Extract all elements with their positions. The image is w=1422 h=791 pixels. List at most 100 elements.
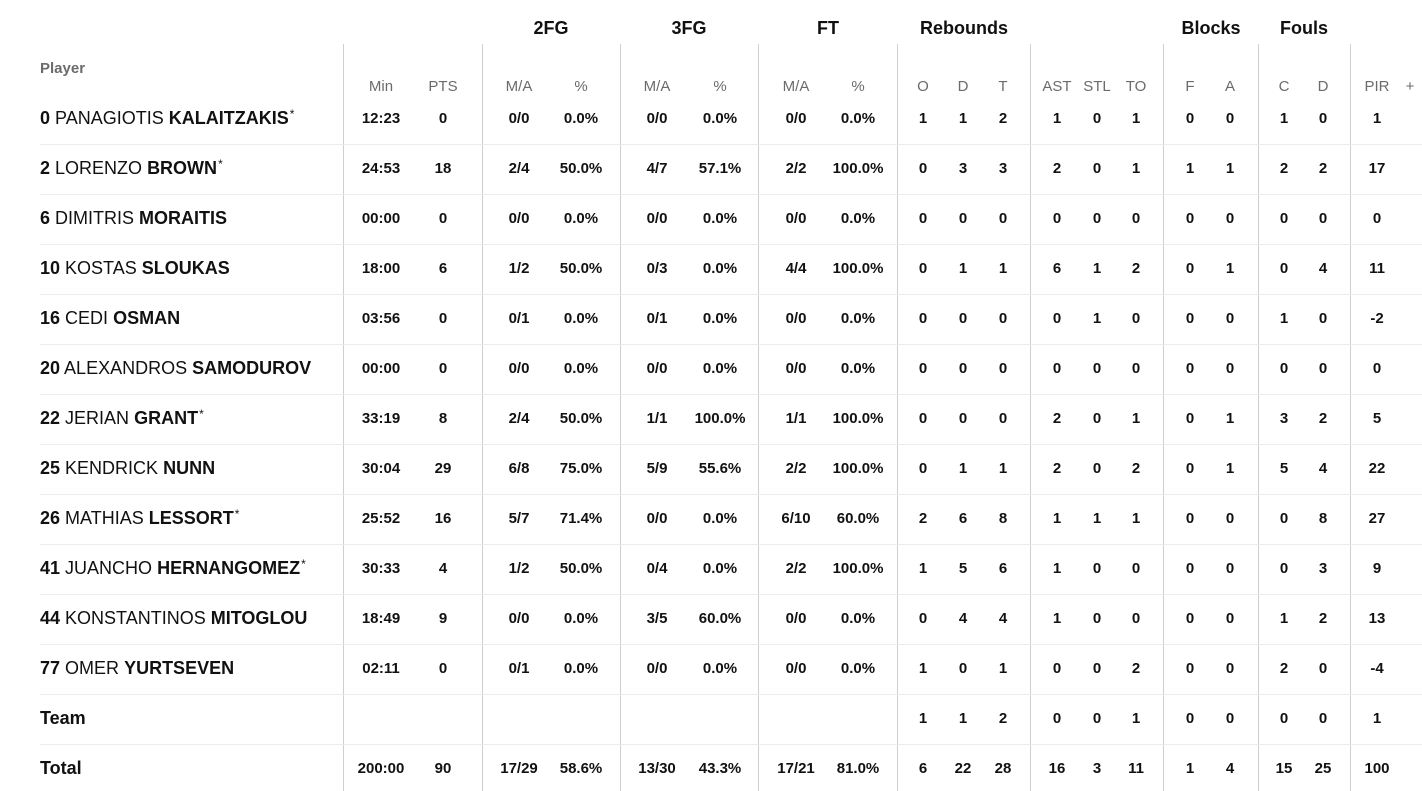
- stat-cell: 0: [1318, 360, 1328, 377]
- stat-cell: 100.0%: [694, 410, 746, 427]
- player-name[interactable]: 20 ALEXANDROS SAMODUROV: [40, 358, 311, 379]
- column-header[interactable]: +: [1405, 78, 1415, 95]
- player-number: 77: [40, 658, 61, 678]
- column-header[interactable]: D: [1317, 78, 1329, 95]
- row-divider: [40, 644, 1422, 645]
- player-name[interactable]: 10 KOSTAS SLOUKAS: [40, 258, 230, 279]
- column-header[interactable]: T: [998, 78, 1008, 95]
- row-divider: [40, 244, 1422, 245]
- stat-cell: 2: [1131, 460, 1141, 477]
- player-number: 41: [40, 558, 61, 578]
- player-name[interactable]: 2 LORENZO BROWN*: [40, 157, 223, 179]
- column-header[interactable]: M/A: [782, 78, 810, 95]
- column-header[interactable]: O: [917, 78, 929, 95]
- stat-cell: 0/0: [646, 210, 668, 227]
- stat-cell: 0: [1225, 660, 1235, 677]
- column-header[interactable]: M/A: [505, 78, 533, 95]
- player-last-name: SLOUKAS: [141, 258, 230, 278]
- stat-cell: 2: [1131, 660, 1141, 677]
- total-stat-cell: 1: [1185, 760, 1195, 777]
- player-name[interactable]: 44 KONSTANTINOS MITOGLOU: [40, 608, 307, 629]
- player-last-name: KALAITZAKIS: [168, 108, 289, 128]
- stat-cell: 0: [1318, 310, 1328, 327]
- starter-marker: *: [199, 407, 204, 421]
- stat-cell: 2: [1052, 160, 1062, 177]
- column-header[interactable]: C: [1278, 78, 1290, 95]
- player-first-name: LORENZO: [55, 158, 143, 178]
- stat-cell: 0/1: [508, 310, 530, 327]
- stat-cell: 0: [438, 210, 448, 227]
- player-last-name: YURTSEVEN: [124, 658, 235, 678]
- player-first-name: JERIAN: [65, 408, 130, 428]
- stat-cell: 1: [1279, 110, 1289, 127]
- player-name[interactable]: 22 JERIAN GRANT*: [40, 407, 204, 429]
- column-header[interactable]: A: [1224, 78, 1236, 95]
- stat-cell: 1: [918, 660, 928, 677]
- stat-cell: 1: [918, 110, 928, 127]
- stat-cell: 1: [958, 110, 968, 127]
- player-name[interactable]: 25 KENDRICK NUNN: [40, 458, 215, 479]
- stat-cell: 12:23: [361, 110, 401, 127]
- column-header[interactable]: PIR: [1364, 78, 1390, 95]
- column-divider: [482, 44, 483, 791]
- column-header[interactable]: TO: [1125, 78, 1147, 95]
- total-stat-cell: 13/30: [638, 760, 676, 777]
- column-header[interactable]: M/A: [643, 78, 671, 95]
- stat-cell: 00:00: [361, 360, 401, 377]
- stat-cell: 0.0%: [840, 660, 876, 677]
- total-stat-cell: 28: [994, 760, 1012, 777]
- player-last-name: HERNANGOMEZ: [157, 558, 301, 578]
- stat-cell: 0.0%: [840, 610, 876, 627]
- column-header[interactable]: F: [1185, 78, 1195, 95]
- total-stat-cell: 58.6%: [559, 760, 603, 777]
- player-name[interactable]: 0 PANAGIOTIS KALAITZAKIS*: [40, 107, 295, 129]
- player-last-name: MITOGLOU: [210, 608, 308, 628]
- stat-cell: 1: [1225, 260, 1235, 277]
- stat-cell: 1: [1225, 410, 1235, 427]
- stat-cell: 2: [918, 510, 928, 527]
- stat-cell: 0: [1131, 360, 1141, 377]
- stat-cell: 1: [1052, 610, 1062, 627]
- team-stat-cell: 0: [1052, 710, 1062, 727]
- column-header[interactable]: STL: [1083, 78, 1111, 95]
- player-last-name: MORAITIS: [139, 208, 228, 228]
- stat-cell: 2: [1318, 410, 1328, 427]
- column-header[interactable]: PTS: [428, 78, 458, 95]
- column-header[interactable]: Min: [368, 78, 394, 95]
- stat-cell: 2/2: [785, 460, 807, 477]
- stat-cell: 0: [1185, 360, 1195, 377]
- column-divider: [897, 44, 898, 791]
- total-stat-cell: 17/29: [500, 760, 538, 777]
- row-divider: [40, 294, 1422, 295]
- column-header[interactable]: %: [713, 78, 727, 95]
- stat-cell: 57.1%: [698, 160, 742, 177]
- stat-cell: 0: [1092, 160, 1102, 177]
- stat-cell: 6: [438, 260, 448, 277]
- player-name[interactable]: 41 JUANCHO HERNANGOMEZ*: [40, 557, 306, 579]
- column-header-player[interactable]: Player: [40, 60, 86, 77]
- stat-cell: 2: [1279, 160, 1289, 177]
- player-name[interactable]: 26 MATHIAS LESSORT*: [40, 507, 239, 529]
- stat-cell: 1: [998, 660, 1008, 677]
- group-header: 3FG: [671, 18, 707, 38]
- stat-cell: 1: [1052, 560, 1062, 577]
- stat-cell: 0.0%: [840, 310, 876, 327]
- row-divider: [40, 394, 1422, 395]
- column-header[interactable]: %: [574, 78, 588, 95]
- column-header[interactable]: D: [957, 78, 969, 95]
- stat-cell: 03:56: [361, 310, 401, 327]
- column-header[interactable]: AST: [1042, 78, 1072, 95]
- column-header[interactable]: %: [851, 78, 865, 95]
- stat-cell: 0/0: [785, 610, 807, 627]
- player-name[interactable]: 77 OMER YURTSEVEN: [40, 658, 234, 679]
- total-stat-cell: 16: [1048, 760, 1066, 777]
- stat-cell: 0: [1052, 660, 1062, 677]
- player-name[interactable]: 16 CEDI OSMAN: [40, 308, 180, 329]
- player-first-name: CEDI: [65, 308, 109, 328]
- stat-cell: 0: [1092, 610, 1102, 627]
- starter-marker: *: [289, 107, 295, 121]
- stat-cell: 0: [438, 110, 448, 127]
- stat-cell: 3/5: [646, 610, 668, 627]
- player-name[interactable]: 6 DIMITRIS MORAITIS: [40, 208, 227, 229]
